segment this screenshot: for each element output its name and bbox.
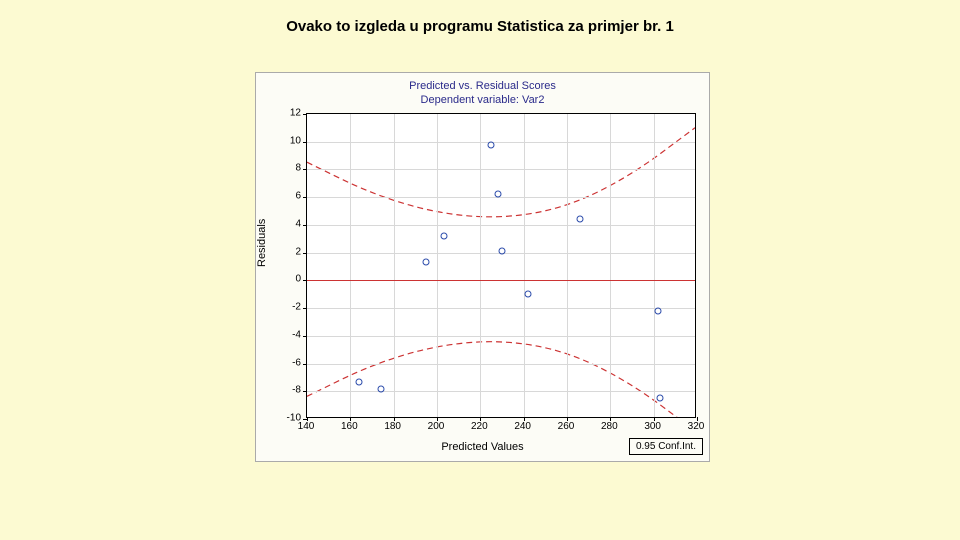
grid-line-h: [307, 336, 695, 337]
grid-line-v: [567, 114, 568, 417]
grid-line-h: [307, 364, 695, 365]
x-tick-label: 140: [291, 421, 321, 432]
grid-line-h: [307, 142, 695, 143]
x-tick-label: 280: [594, 421, 624, 432]
y-tick-label: 4: [271, 218, 301, 229]
page-title: Ovako to izgleda u programu Statistica z…: [0, 18, 960, 35]
x-tick-label: 300: [638, 421, 668, 432]
tick-mark-y: [303, 142, 307, 143]
grid-line-h: [307, 169, 695, 170]
legend-label: 0.95 Conf.Int.: [636, 441, 696, 452]
x-tick-label: 180: [378, 421, 408, 432]
conf-lower: [307, 342, 695, 417]
tick-mark-y: [303, 364, 307, 365]
grid-line-h: [307, 197, 695, 198]
y-tick-label: 10: [271, 135, 301, 146]
tick-mark-y: [303, 197, 307, 198]
tick-mark-y: [303, 114, 307, 115]
tick-mark-y: [303, 169, 307, 170]
legend-box: 0.95 Conf.Int.: [629, 438, 703, 455]
tick-mark-y: [303, 253, 307, 254]
chart-title: Predicted vs. Residual Scores Dependent …: [256, 79, 709, 108]
tick-mark-y: [303, 336, 307, 337]
data-point: [499, 248, 506, 255]
data-point: [525, 291, 532, 298]
grid-line-h: [307, 308, 695, 309]
data-point: [423, 259, 430, 266]
y-tick-label: -4: [271, 329, 301, 340]
grid-line-v: [654, 114, 655, 417]
x-tick-label: 160: [334, 421, 364, 432]
y-tick-label: 12: [271, 108, 301, 119]
data-point: [577, 216, 584, 223]
y-tick-label: 8: [271, 163, 301, 174]
grid-line-v: [524, 114, 525, 417]
x-tick-label: 260: [551, 421, 581, 432]
y-tick-label: 2: [271, 246, 301, 257]
data-point: [440, 233, 447, 240]
data-point: [377, 385, 384, 392]
y-tick-label: -2: [271, 302, 301, 313]
grid-line-v: [610, 114, 611, 417]
confidence-bands: [307, 114, 695, 417]
y-tick-label: 6: [271, 191, 301, 202]
grid-line-v: [394, 114, 395, 417]
x-tick-label: 200: [421, 421, 451, 432]
y-tick-label: -8: [271, 385, 301, 396]
tick-mark-y: [303, 225, 307, 226]
grid-line-v: [437, 114, 438, 417]
grid-line-v: [350, 114, 351, 417]
chart-title-line2: Dependent variable: Var2: [421, 94, 545, 106]
chart-container: Predicted vs. Residual Scores Dependent …: [255, 72, 710, 462]
data-point: [657, 395, 664, 402]
data-point: [494, 191, 501, 198]
tick-mark-y: [303, 391, 307, 392]
grid-line-h: [307, 391, 695, 392]
y-tick-label: 0: [271, 274, 301, 285]
y-tick-label: -6: [271, 357, 301, 368]
data-point: [356, 378, 363, 385]
tick-mark-y: [303, 308, 307, 309]
data-point: [655, 307, 662, 314]
data-point: [488, 141, 495, 148]
grid-line-v: [480, 114, 481, 417]
x-tick-label: 220: [464, 421, 494, 432]
y-axis-label: Residuals: [256, 219, 268, 267]
chart-title-line1: Predicted vs. Residual Scores: [409, 80, 556, 92]
plot-area: [306, 113, 696, 418]
grid-line-h: [307, 225, 695, 226]
x-tick-label: 240: [508, 421, 538, 432]
x-tick-label: 320: [681, 421, 711, 432]
zero-line: [307, 280, 695, 281]
